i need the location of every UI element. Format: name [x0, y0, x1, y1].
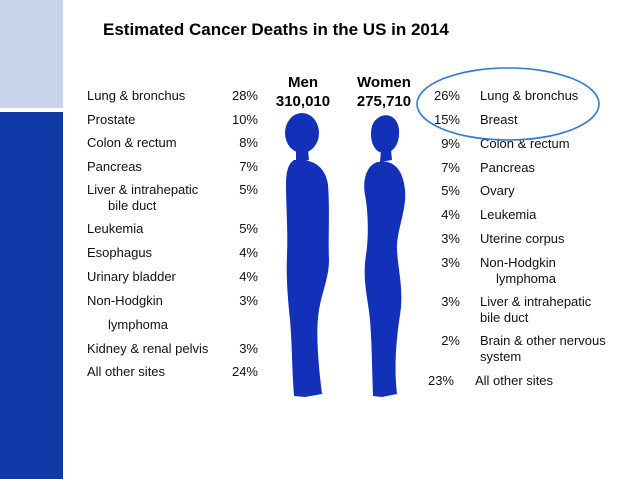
accent-bar-light	[0, 0, 63, 108]
men-pct: 10%	[231, 112, 258, 127]
men-pct: 4%	[239, 245, 258, 260]
women-site-row: Brain & other nervous	[480, 333, 606, 348]
men-pct: 8%	[239, 135, 258, 150]
women-pct: 3%	[441, 294, 460, 309]
women-site-row-cont: system	[480, 349, 522, 364]
men-site-row: Liver & intrahepatic	[87, 182, 199, 197]
women-pct: 23%	[427, 373, 454, 388]
men-site-row: Esophagus	[87, 245, 153, 260]
men-pct: 7%	[239, 159, 258, 174]
women-pct: 4%	[441, 207, 460, 222]
women-site-row: Breast	[480, 112, 518, 127]
women-pct: 26%	[433, 88, 460, 103]
men-site-row-cont: lymphoma	[108, 317, 168, 332]
men-pct: 5%	[239, 182, 258, 197]
men-site-row: Colon & rectum	[87, 135, 177, 150]
men-total: 310,010	[275, 93, 331, 110]
women-site-row: Pancreas	[480, 160, 535, 175]
women-site-row: All other sites	[475, 373, 554, 388]
women-pct: 15%	[433, 112, 460, 127]
men-site-row: Kidney & renal pelvis	[87, 341, 209, 356]
women-label: Women	[357, 74, 411, 91]
women-pct: 3%	[441, 231, 460, 246]
women-site-row: Leukemia	[480, 207, 537, 222]
men-pct: 24%	[231, 364, 258, 379]
women-site-row-cont: bile duct	[480, 310, 529, 325]
women-site-row: Uterine corpus	[480, 231, 565, 246]
men-pct: 5%	[239, 221, 258, 236]
men-site-row: Pancreas	[87, 159, 142, 174]
men-site-row: Prostate	[87, 112, 136, 127]
men-pct: 3%	[239, 293, 258, 308]
women-pct: 7%	[441, 160, 460, 175]
men-label: Men	[288, 74, 318, 91]
women-site-row: Lung & bronchus	[480, 88, 579, 103]
women-site-row: Liver & intrahepatic	[480, 294, 592, 309]
men-site-row: All other sites	[87, 364, 166, 379]
women-site-row-cont: lymphoma	[496, 271, 556, 286]
men-site-row: Urinary bladder	[87, 269, 176, 284]
women-pct: 2%	[441, 333, 460, 348]
female-silhouette-icon	[364, 115, 406, 397]
women-site-row: Non-Hodgkin	[480, 255, 556, 270]
men-site-row-cont: bile duct	[108, 198, 157, 213]
men-site-row: Lung & bronchus	[87, 88, 186, 103]
women-total: 275,710	[356, 93, 412, 110]
men-pct: 4%	[239, 269, 258, 284]
women-site-row: Ovary	[480, 183, 515, 198]
page-title: Estimated Cancer Deaths in the US in 201…	[103, 20, 449, 39]
accent-bar-dark	[0, 112, 63, 479]
male-silhouette-icon	[285, 113, 329, 397]
women-pct: 5%	[441, 183, 460, 198]
men-pct: 28%	[231, 88, 258, 103]
men-pct: 3%	[239, 341, 258, 356]
highlight-ellipse	[416, 67, 600, 141]
women-pct: 9%	[441, 136, 460, 151]
men-site-row: Leukemia	[87, 221, 144, 236]
women-pct: 3%	[441, 255, 460, 270]
men-site-row: Non-Hodgkin	[87, 293, 163, 308]
